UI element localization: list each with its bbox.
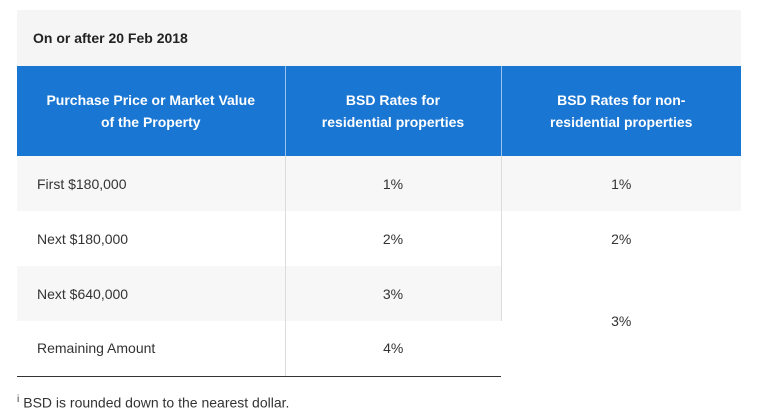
- footnote-text: BSD is rounded down to the nearest dolla…: [23, 394, 290, 411]
- header-residential-rate: BSD Rates for residential properties: [285, 66, 502, 156]
- row-label: Next $640,000: [17, 266, 286, 321]
- residential-rate: 4%: [285, 321, 501, 377]
- header-row: Purchase Price or Market Value of the Pr…: [17, 66, 741, 156]
- header-non-residential-rate: BSD Rates for non-residential properties: [501, 66, 741, 156]
- non-residential-rate: 2%: [501, 211, 741, 266]
- bsd-rates-card: On or after 20 Feb 2018 Purchase Price o…: [17, 10, 741, 377]
- residential-rate: 3%: [285, 266, 502, 321]
- table-row: Next $640,000 3% 3%: [17, 266, 741, 376]
- residential-rate: 1%: [285, 156, 502, 211]
- bsd-rates-table: Purchase Price or Market Value of the Pr…: [17, 66, 741, 377]
- table-row: First $180,000 1% 1%: [17, 156, 741, 211]
- non-residential-rate: 1%: [501, 156, 741, 211]
- table-caption: On or after 20 Feb 2018: [17, 10, 741, 66]
- table-header: Purchase Price or Market Value of the Pr…: [17, 66, 741, 156]
- table-row: Next $180,000 2% 2%: [17, 211, 741, 266]
- table-row: Remaining Amount 4%: [17, 321, 741, 377]
- row-label: First $180,000: [17, 156, 286, 211]
- non-residential-rate-merged: 3%: [501, 266, 741, 376]
- table-body: First $180,000 1% 1% Next $180,000 2% 2%…: [17, 156, 741, 377]
- footnote-marker: i: [17, 394, 20, 405]
- header-purchase-price: Purchase Price or Market Value of the Pr…: [17, 66, 286, 156]
- residential-rate: 2%: [285, 211, 502, 266]
- footnote: i BSD is rounded down to the nearest doll…: [17, 394, 289, 411]
- row-label: Next $180,000: [17, 211, 286, 266]
- row-label: Remaining Amount: [17, 321, 286, 377]
